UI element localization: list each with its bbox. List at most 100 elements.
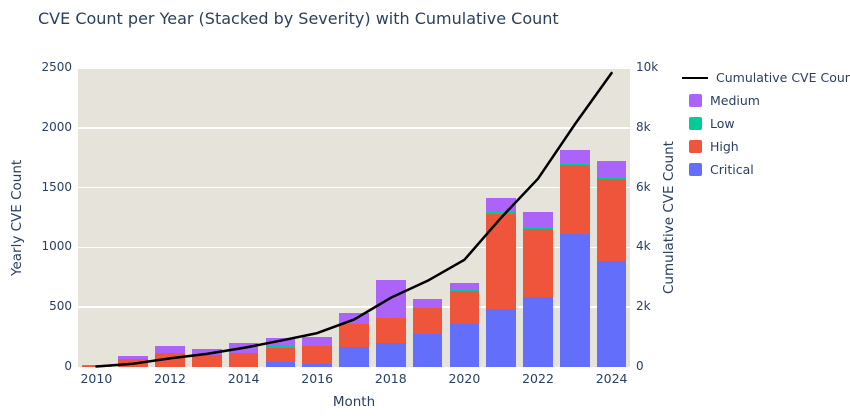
bar-segment-low [486,212,516,214]
legend-label: Critical [710,162,754,177]
bar-segment-high [523,228,553,298]
legend-swatch-high-icon [689,140,702,153]
bar-segment-critical [449,323,480,367]
legend-swatch-medium-icon [689,94,702,107]
x-axis-tick: 2010 [80,371,113,386]
bar-segment-medium [155,345,185,353]
bar-segment-high [155,352,185,367]
cumulative-line-swatch-icon [682,76,708,79]
bar-segment-critical [302,363,332,367]
x-axis-tick: 2022 [522,371,554,386]
bar-2021 [486,68,516,367]
bar-segment-high [596,178,627,261]
x-axis-tick: 2014 [227,371,260,386]
gridline [78,306,630,308]
legend-swatch-low-icon [689,117,702,130]
bar-segment-low [302,345,332,346]
bar-segment-low [265,345,296,348]
legend-label: Medium [710,93,760,108]
x-axis-title: Month [332,394,376,410]
bar-2015 [265,68,296,367]
bar-segment-high [302,345,332,364]
legend-item-critical[interactable]: Critical [682,162,850,177]
bar-segment-medium [523,211,553,228]
bar-segment-high [376,317,406,344]
y-axis-tick-right: 6k [636,179,651,194]
bar-2020 [449,68,480,367]
bar-segment-medium [596,161,627,179]
x-axis-tick: 2018 [374,371,407,386]
y-axis-tick-left: 500 [49,299,72,314]
bar-segment-medium [560,149,590,164]
bar-segment-critical [523,297,553,367]
plot-area [78,67,630,367]
legend-swatch-critical-icon [689,163,702,176]
bar-segment-medium [449,283,480,290]
bar-segment-high [265,347,296,363]
bar-segment-high [412,307,443,335]
bar-2019 [412,68,443,367]
bar-2016 [302,68,332,367]
legend-label: Low [710,116,735,131]
y-axis-tick-right: 0 [636,359,644,373]
legend-item-low[interactable]: Low [682,116,850,131]
legend-item-cumulative[interactable]: Cumulative CVE Count [682,70,850,85]
x-axis-tick: 2024 [595,371,628,386]
bar-segment-low [376,317,406,318]
y-axis-tick-left: 2500 [41,60,72,74]
legend-label: High [710,139,739,154]
chart-title: CVE Count per Year (Stacked by Severity)… [38,9,559,28]
y-axis-tick-right: 8k [636,119,651,134]
bar-segment-high [449,291,480,324]
bar-segment-medium [118,356,148,360]
bar-2013 [192,68,222,367]
bar-2012 [155,68,185,367]
y-axis-tick-left: 1500 [41,179,72,194]
gridline [78,127,630,129]
y-axis-tick-left: 2000 [41,119,72,134]
legend: Cumulative CVE Count Medium Low High Critic… [682,70,850,177]
bar-segment-critical [486,308,516,367]
bar-segment-critical [339,346,369,367]
x-axis-tick: 2012 [154,371,186,386]
bar-segment-critical [560,234,590,367]
y-axis-tick-right: 2k [636,299,651,314]
bar-2018 [376,68,406,367]
y-axis-tick-left: 1000 [41,239,72,254]
legend-item-high[interactable]: High [682,139,850,154]
y-axis-tick-left: 0 [64,359,72,373]
bar-segment-medium [339,312,369,324]
bar-segment-medium [302,336,332,346]
bar-segment-low [449,289,480,292]
legend-item-medium[interactable]: Medium [682,93,850,108]
y-axis-title-right: Cumulative CVE Count [661,141,677,294]
bar-segment-critical [265,362,296,367]
bar-2022 [523,68,553,367]
x-axis-tick: 2020 [448,371,481,386]
bar-segment-low [560,163,590,166]
legend-label: Cumulative CVE Count [716,70,850,85]
bar-segment-critical [596,260,627,367]
bar-segment-low [523,227,553,229]
bar-segment-critical [376,343,406,367]
gridline [78,67,630,69]
y-axis-tick-right: 4k [636,239,651,254]
x-axis-tick: 2016 [301,371,334,386]
y-axis-tick-right: 10k [636,60,659,74]
bar-segment-low [596,178,627,179]
bar-segment-medium [192,349,222,356]
bar-segment-high [560,165,590,235]
bar-segment-high [339,323,369,347]
bar-segment-medium [265,338,296,346]
bar-segment-high [228,352,259,367]
bar-segment-medium [412,299,443,307]
cumulative-line [95,71,613,368]
gridline [78,246,630,249]
gridline [78,186,630,189]
bar-segment-critical [412,334,443,367]
bar-2023 [560,68,590,367]
bar-2017 [339,68,369,367]
bar-segment-high [192,355,222,367]
